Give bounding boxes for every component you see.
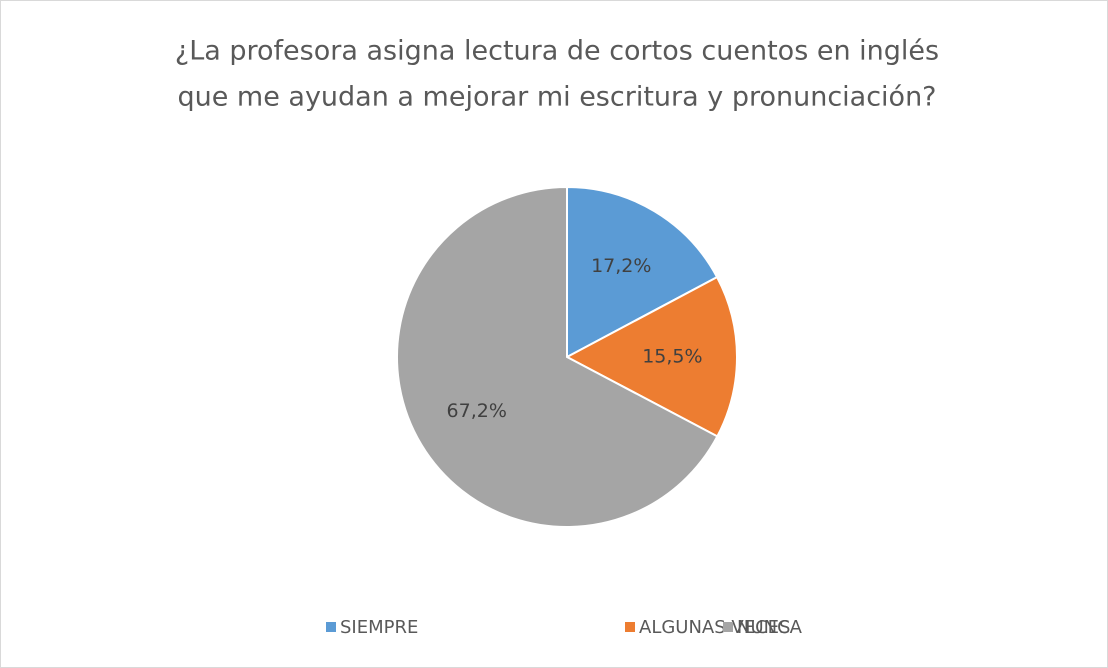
legend-swatch bbox=[723, 622, 733, 632]
pie-slice bbox=[566, 185, 719, 359]
data-label: 15,5% bbox=[642, 345, 702, 367]
chart-title: que me ayudan a mejorar mi escritura y p… bbox=[177, 82, 936, 113]
legend-label: ALGUNAS VECES bbox=[639, 617, 790, 638]
chart-title: ¿La profesora asigna lectura de cortos c… bbox=[175, 36, 939, 67]
legend-swatch bbox=[326, 622, 336, 632]
data-label: 67,2% bbox=[447, 400, 507, 422]
legend-swatch bbox=[625, 622, 635, 632]
legend-label: NUNCA bbox=[737, 617, 803, 638]
pie-slice bbox=[564, 275, 738, 438]
pie-slice bbox=[396, 185, 719, 528]
data-label: 17,2% bbox=[591, 255, 651, 277]
legend-label: SIEMPRE bbox=[340, 617, 418, 638]
